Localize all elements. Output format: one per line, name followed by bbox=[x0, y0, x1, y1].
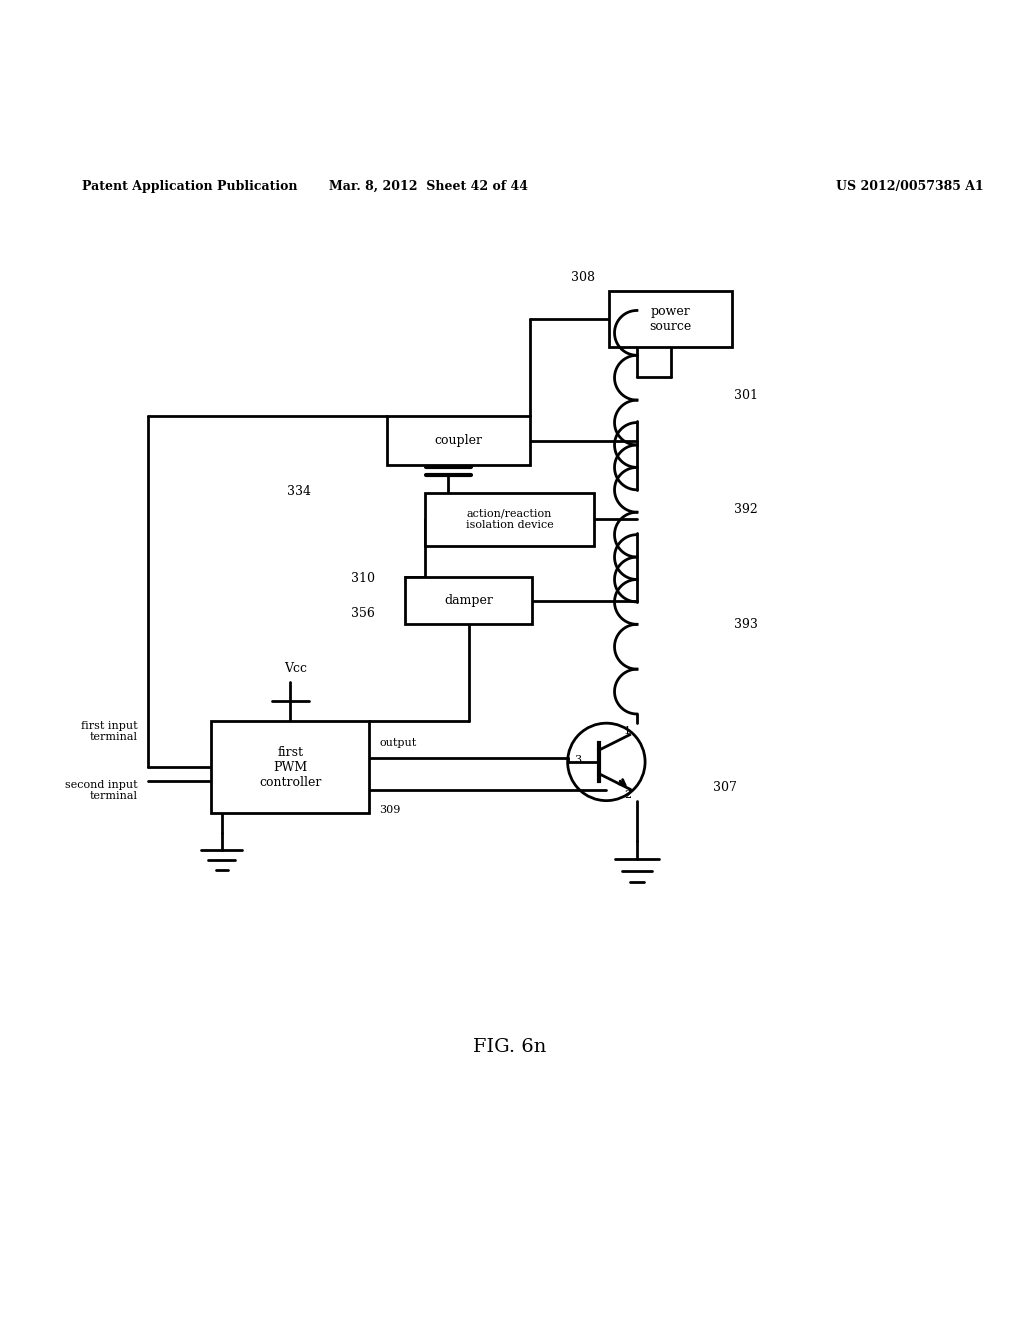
Text: power
source: power source bbox=[649, 305, 691, 333]
Text: Vcc: Vcc bbox=[284, 663, 307, 676]
Text: 3: 3 bbox=[573, 755, 581, 766]
Text: 393: 393 bbox=[734, 618, 758, 631]
Text: 1: 1 bbox=[624, 726, 631, 737]
Text: coupler: coupler bbox=[434, 434, 482, 447]
Text: Patent Application Publication: Patent Application Publication bbox=[82, 180, 297, 193]
Text: output: output bbox=[380, 738, 417, 747]
FancyBboxPatch shape bbox=[406, 577, 532, 624]
Text: 2: 2 bbox=[624, 789, 631, 800]
FancyBboxPatch shape bbox=[212, 721, 370, 813]
Text: damper: damper bbox=[444, 594, 494, 607]
Text: US 2012/0057385 A1: US 2012/0057385 A1 bbox=[836, 180, 983, 193]
Text: action/reaction
isolation device: action/reaction isolation device bbox=[466, 508, 553, 531]
Text: FIG. 6n: FIG. 6n bbox=[473, 1039, 546, 1056]
FancyBboxPatch shape bbox=[387, 416, 530, 466]
Text: 308: 308 bbox=[570, 272, 595, 284]
Text: 310: 310 bbox=[351, 572, 375, 585]
Text: 356: 356 bbox=[351, 607, 375, 619]
Text: 392: 392 bbox=[734, 503, 758, 516]
Text: 309: 309 bbox=[380, 805, 401, 816]
Text: 307: 307 bbox=[714, 781, 737, 793]
Text: second input
terminal: second input terminal bbox=[65, 780, 137, 801]
Text: 334: 334 bbox=[287, 486, 311, 499]
FancyBboxPatch shape bbox=[609, 290, 732, 347]
FancyBboxPatch shape bbox=[426, 492, 594, 546]
Text: Mar. 8, 2012  Sheet 42 of 44: Mar. 8, 2012 Sheet 42 of 44 bbox=[329, 180, 527, 193]
Text: first input
terminal: first input terminal bbox=[81, 721, 137, 742]
Text: 301: 301 bbox=[734, 388, 758, 401]
Text: first
PWM
controller: first PWM controller bbox=[259, 746, 322, 788]
